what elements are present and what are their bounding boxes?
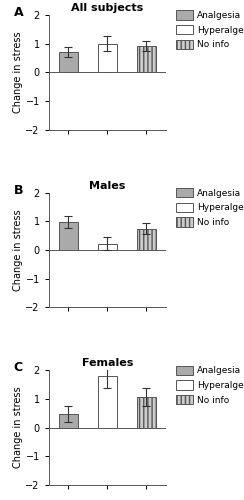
Text: C: C bbox=[14, 361, 23, 374]
Bar bbox=[98, 44, 117, 72]
Title: Males: Males bbox=[89, 180, 126, 190]
Bar bbox=[137, 397, 156, 428]
Bar bbox=[59, 222, 78, 250]
Legend: Analgesia, Hyperalgesia, No info: Analgesia, Hyperalgesia, No info bbox=[176, 10, 244, 50]
Bar bbox=[137, 228, 156, 250]
Y-axis label: Change in stress: Change in stress bbox=[13, 387, 23, 468]
Bar bbox=[98, 244, 117, 250]
Legend: Analgesia, Hyperalgesia, No info: Analgesia, Hyperalgesia, No info bbox=[176, 366, 244, 405]
Text: B: B bbox=[14, 184, 23, 196]
Y-axis label: Change in stress: Change in stress bbox=[13, 209, 23, 291]
Bar bbox=[59, 414, 78, 428]
Title: Females: Females bbox=[82, 358, 133, 368]
Text: A: A bbox=[14, 6, 23, 19]
Title: All subjects: All subjects bbox=[71, 3, 143, 13]
Bar bbox=[98, 376, 117, 428]
Legend: Analgesia, Hyperalgesia, No info: Analgesia, Hyperalgesia, No info bbox=[176, 188, 244, 227]
Bar bbox=[137, 46, 156, 72]
Y-axis label: Change in stress: Change in stress bbox=[13, 32, 23, 113]
Bar bbox=[59, 52, 78, 72]
